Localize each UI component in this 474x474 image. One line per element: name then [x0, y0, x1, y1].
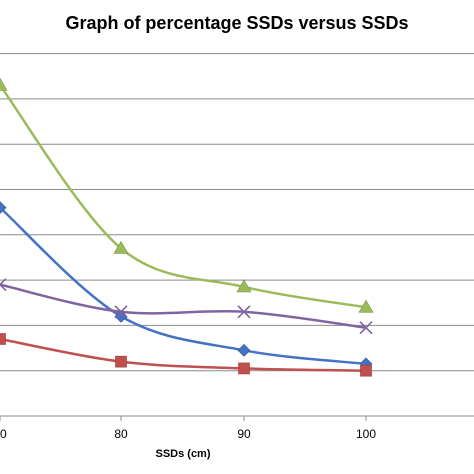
series-line-1 [0, 206, 367, 366]
x-marker [237, 305, 251, 319]
square-marker [115, 355, 127, 368]
x-marker [0, 278, 7, 292]
triangle-marker [236, 279, 252, 293]
diamond-marker [114, 309, 128, 323]
triangle-marker [113, 240, 129, 254]
x-marker [114, 305, 128, 319]
square-marker [238, 362, 250, 375]
triangle-marker [358, 299, 374, 313]
triangle-marker [0, 77, 8, 91]
x-tick-label: 80 [114, 427, 128, 441]
x-tick-label: 100 [356, 427, 376, 441]
x-tick-label: 90 [237, 427, 251, 441]
x-tick-label: 0 [0, 427, 7, 441]
square-marker [0, 333, 6, 345]
series-line-4 [0, 283, 367, 329]
series-line-3 [0, 84, 367, 309]
series-line-2 [0, 337, 367, 372]
square-marker [360, 364, 372, 377]
x-marker [359, 321, 373, 335]
diamond-marker [237, 343, 251, 357]
diamond-marker [0, 201, 7, 215]
x-axis-title: SSDs (cm) [155, 448, 210, 460]
chart-title: Graph of percentage SSDs versus SSDs [65, 13, 409, 33]
